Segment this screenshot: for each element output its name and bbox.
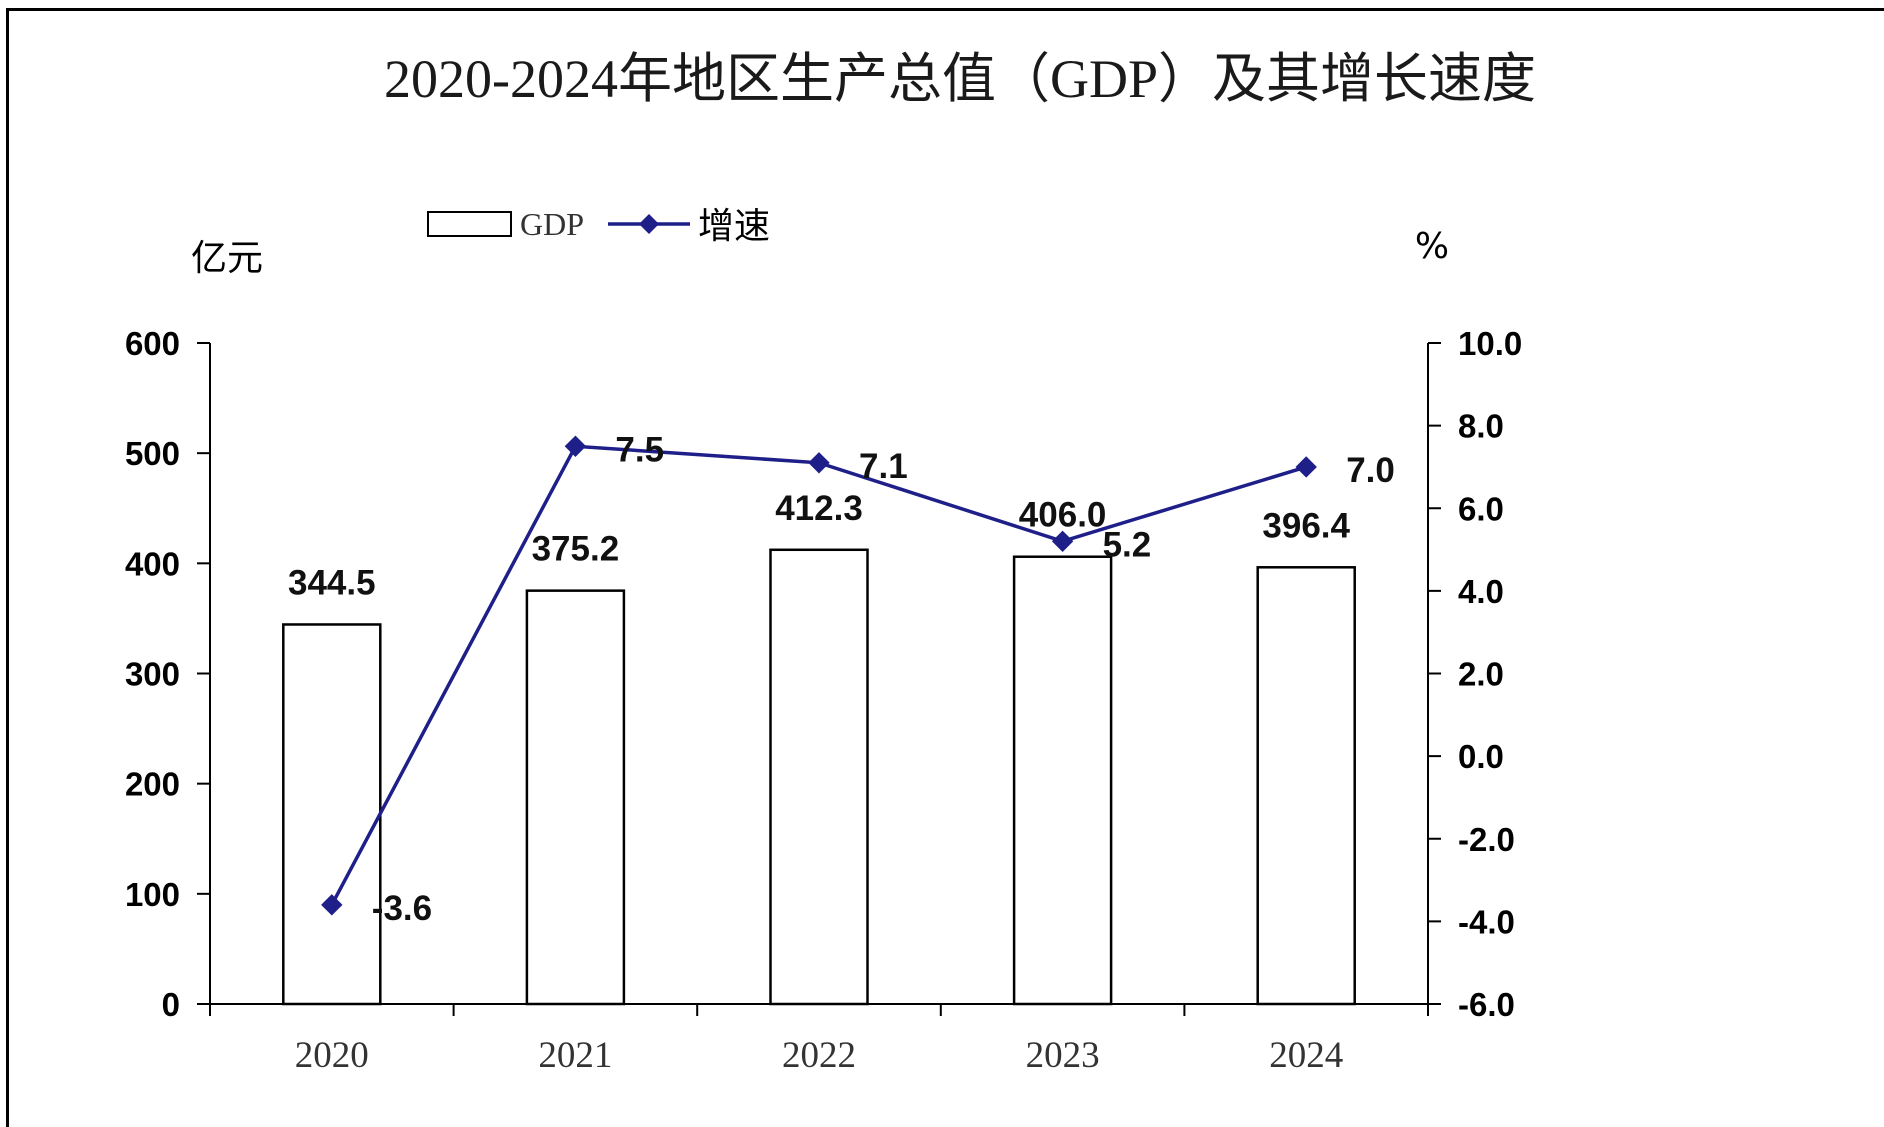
gdp-bar-value-label: 375.2 — [532, 530, 620, 569]
x-tick-label: 2020 — [295, 1035, 369, 1076]
gdp-bar — [1012, 555, 1113, 1006]
right-tick-label: 10.0 — [1458, 325, 1522, 362]
right-tick-label: 6.0 — [1458, 490, 1504, 527]
growth-marker — [808, 452, 830, 474]
right-tick-label: 8.0 — [1458, 408, 1504, 445]
legend-growth-label: 增速 — [698, 206, 770, 247]
growth-marker — [564, 435, 587, 457]
gdp-bar-value-label: 396.4 — [1262, 506, 1350, 545]
right-tick-label: 4.0 — [1458, 573, 1504, 610]
growth-value-label: 7.1 — [859, 447, 908, 486]
growth-marker — [1051, 530, 1074, 553]
growth-value-label: 7.0 — [1346, 451, 1395, 490]
gdp-bar — [1256, 566, 1356, 1006]
frame-border-top — [6, 8, 1884, 11]
frame-border-left — [6, 8, 9, 1127]
right-tick-label: 0.0 — [1458, 738, 1504, 775]
bar-series — [282, 548, 1356, 1006]
growth-marker — [1295, 456, 1317, 478]
gdp-bar-value-label: 344.5 — [288, 563, 376, 602]
x-tick-label: 2024 — [1269, 1035, 1343, 1076]
left-tick-label: 400 — [125, 545, 180, 582]
gdp-bar-value-label: 406.0 — [1019, 496, 1107, 535]
growth-value-label: 5.2 — [1103, 525, 1152, 564]
growth-value-label: 7.5 — [615, 430, 664, 469]
legend-gdp-swatch — [427, 211, 512, 237]
gdp-bar — [769, 548, 869, 1006]
gdp-bar — [282, 623, 382, 1006]
gdp-bar — [525, 589, 626, 1006]
axes: 0 100 200 300 400 500 600 -6.0 -4.0 -2.0 0.0 2.0 4.0… — [125, 325, 1522, 1076]
growth-value-label: -3.6 — [372, 889, 432, 928]
right-tick-label: -2.0 — [1458, 821, 1515, 858]
chart-title: 2020-2024年地区生产总值（GDP）及其增长速度 — [384, 49, 1536, 109]
x-tick-label: 2022 — [782, 1035, 856, 1076]
data-labels: 344.5 375.2 412.3 406.0 396.4 -3.6 7.5 7.1 5.2 7.… — [288, 430, 1395, 928]
gdp-bar-value-label: 412.3 — [775, 489, 863, 528]
x-tick-label: 2021 — [538, 1035, 612, 1076]
legend-growth-marker — [639, 214, 659, 234]
right-tick-label: 2.0 — [1458, 656, 1504, 693]
left-tick-label: 300 — [125, 656, 180, 693]
left-tick-label: 500 — [125, 435, 180, 472]
left-axis-unit: 亿元 — [191, 238, 263, 279]
x-tick-label: 2023 — [1026, 1035, 1100, 1076]
left-tick-label: 600 — [125, 325, 180, 362]
legend: GDP 增速 — [427, 206, 770, 247]
left-tick-label: 200 — [125, 766, 180, 803]
left-tick-label: 100 — [125, 876, 180, 913]
right-tick-label: -6.0 — [1458, 986, 1515, 1023]
growth-marker — [321, 894, 343, 916]
legend-gdp-label: GDP — [520, 206, 584, 242]
left-tick-label: 0 — [162, 986, 180, 1023]
line-series — [321, 435, 1317, 916]
right-axis-unit: % — [1415, 226, 1449, 267]
right-tick-label: -4.0 — [1458, 903, 1515, 940]
